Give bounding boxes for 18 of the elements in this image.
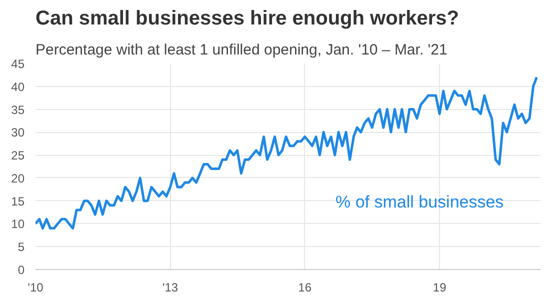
x-tick-label: '13 <box>162 280 178 294</box>
chart-title: Can small businesses hire enough workers? <box>36 8 459 30</box>
y-tick-label: 45 <box>11 57 25 71</box>
x-tick-label: 19 <box>432 280 447 294</box>
x-tick-label: '10 <box>28 280 44 294</box>
y-tick-label: 10 <box>11 217 25 232</box>
y-tick-label: 20 <box>11 171 25 186</box>
y-tick-label: 0 <box>18 263 25 277</box>
line-series <box>36 76 538 230</box>
y-tick-label: 35 <box>11 102 25 117</box>
y-tick-label: 25 <box>11 148 25 163</box>
chart-subtitle: Percentage with at least 1 unfilled opening, Jan. '10 – Mar. '21 <box>36 42 448 58</box>
y-tick-label: 30 <box>11 126 25 140</box>
y-tick-label: 40 <box>11 80 25 94</box>
series-label: % of small businesses <box>336 192 504 212</box>
y-tick-label: 5 <box>18 240 25 254</box>
y-tick-label: 15 <box>11 194 25 208</box>
x-tick-label: 16 <box>298 280 312 294</box>
